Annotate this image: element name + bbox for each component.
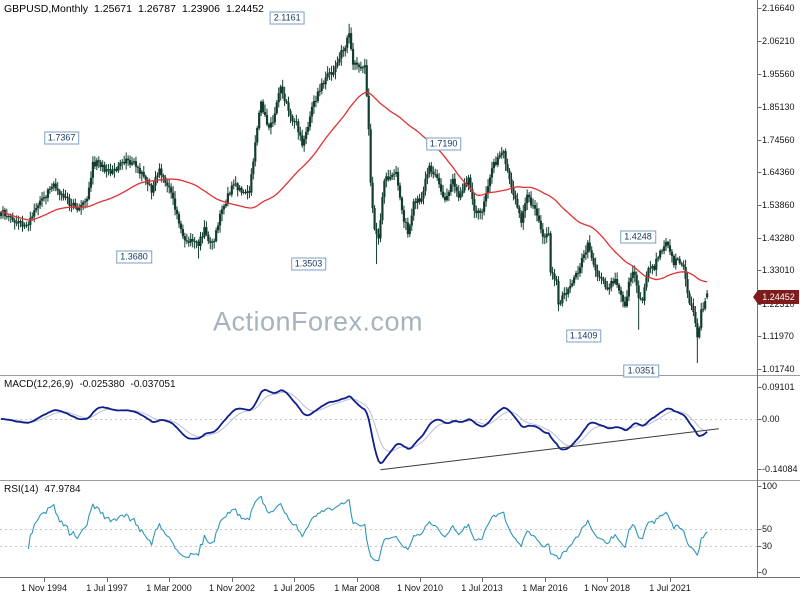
macd-name: MACD(12,26,9) <box>4 379 74 390</box>
macd-value-main: -0.025380 <box>79 379 125 390</box>
chart-title: GBPUSD,Monthly 1.25671 1.26787 1.23906 1.244… <box>4 3 270 15</box>
ohlc-open: 1.25671 <box>94 3 132 15</box>
current-price-tag: 1.24452 <box>753 290 799 304</box>
rsi-value: 47.9784 <box>44 484 81 495</box>
ohlc-high: 1.26787 <box>138 3 176 15</box>
rsi-indicator-label: RSI(14) 47.9784 <box>4 484 87 495</box>
macd-value-signal: -0.037051 <box>130 379 176 390</box>
symbol-timeframe: GBPUSD,Monthly <box>4 3 89 15</box>
ohlc-close: 1.24452 <box>225 3 264 15</box>
rsi-name: RSI(14) <box>4 484 39 495</box>
ohlc-low: 1.23906 <box>181 3 220 15</box>
watermark: ActionForex.com <box>212 306 424 337</box>
macd-indicator-label: MACD(12,26,9) -0.025380 -0.037051 <box>4 379 182 390</box>
price-tag-value: 1.24452 <box>762 292 795 302</box>
price-tag-arrow-icon <box>753 290 758 304</box>
